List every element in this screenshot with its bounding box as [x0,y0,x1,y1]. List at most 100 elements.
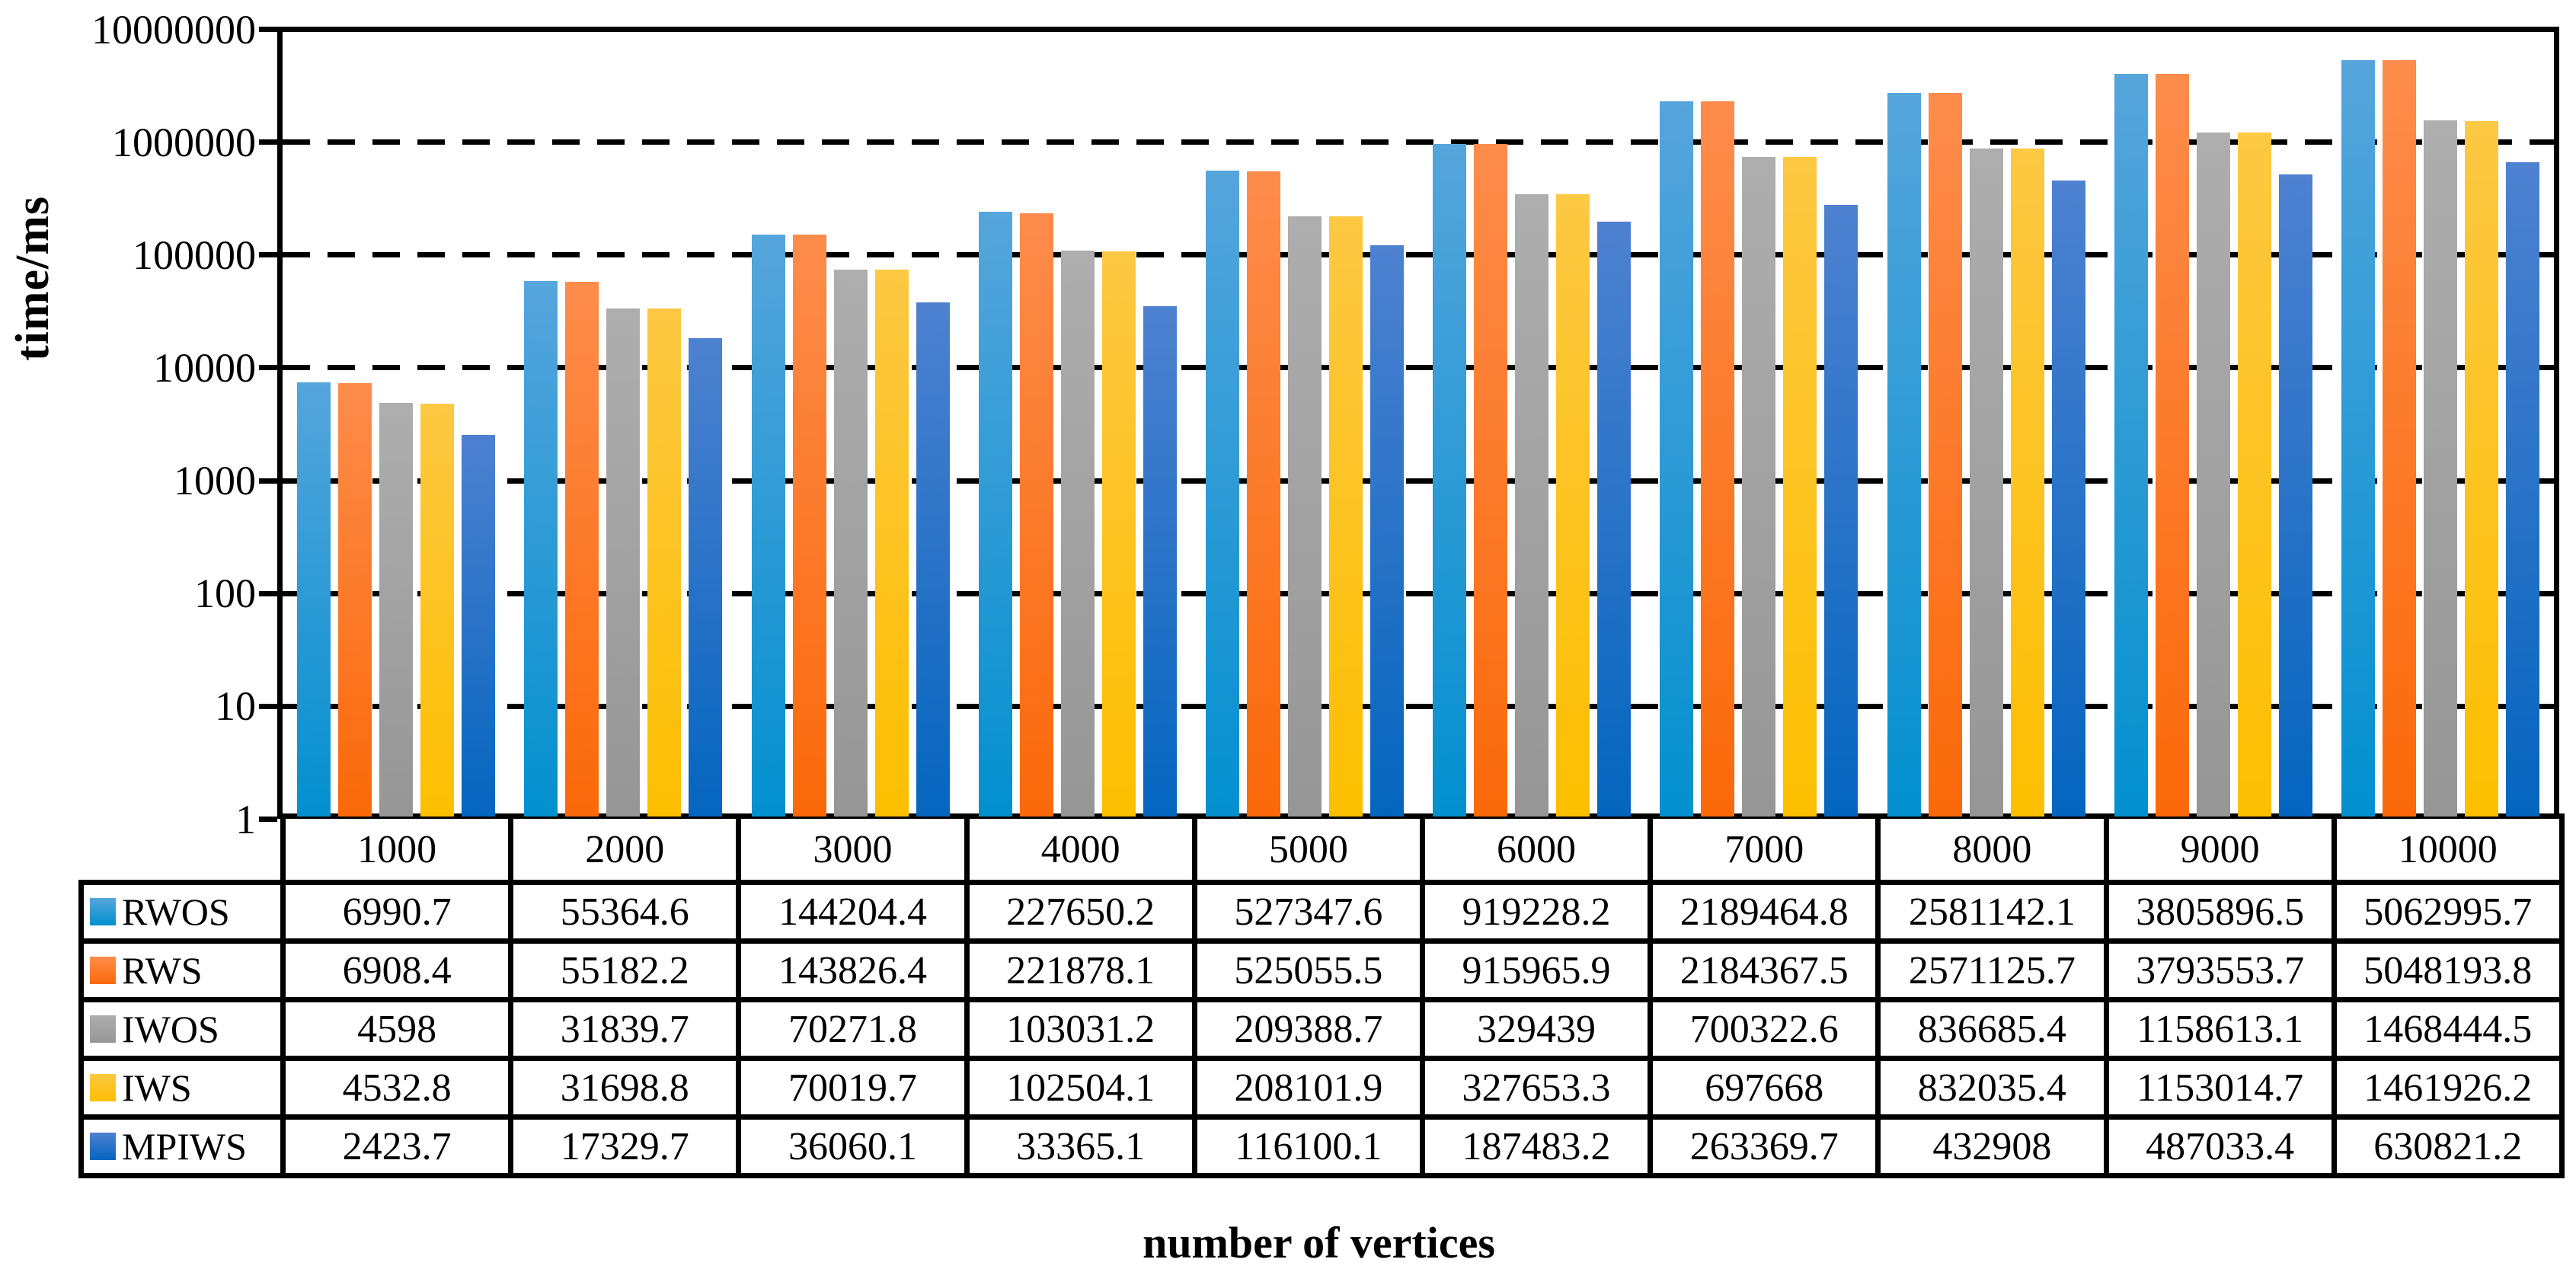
bar-iwos-4000 [1060,251,1095,817]
bar-iwos-2000 [606,308,641,817]
category-cell: 8000 [1875,813,2109,885]
y-axis-tick [259,27,277,32]
bar-rwos-10000 [2341,59,2375,817]
y-axis-tick [259,139,277,145]
value-cell: 5048193.8 [2331,938,2565,1002]
value-cell: 630821.2 [2331,1114,2565,1178]
x-axis-title: number of vertices [1143,1218,1495,1267]
legend-entry: IWS [87,1066,278,1109]
bar-iws-8000 [2010,148,2044,817]
value-cell: 221878.1 [964,938,1197,1002]
value-cell: 187483.2 [1419,1114,1654,1178]
bar-iws-5000 [1328,216,1363,817]
value-cell: 17329.7 [508,1114,742,1178]
bar-rws-1000 [338,383,372,817]
bar-iws-7000 [1783,157,1817,817]
bar-rwos-4000 [978,212,1012,817]
bar-iws-3000 [874,270,909,817]
data-table: 1000 2000 3000 4000 5000 6000 7000 8000 9000 1000… [78,813,2565,1178]
value-cell: 5062995.7 [2331,880,2565,944]
value-cell: 31839.7 [508,997,742,1061]
series-row-rwos: RWOS 6990.7 55364.6 144204.4 227650.2 527347.… [78,880,2565,944]
bar-rwos-7000 [1660,101,1694,817]
value-cell: 697668 [1648,1056,1881,1120]
value-cell: 70019.7 [736,1056,970,1120]
value-cell: 116100.1 [1191,1114,1425,1178]
value-cell: 2189464.8 [1648,880,1881,944]
bar-mpiws-3000 [916,302,950,817]
y-axis-tick [259,365,277,371]
series-name-label: IWOS [122,1008,219,1050]
y-axis-line [277,27,283,819]
gridline [283,365,2554,371]
bar-mpiws-2000 [689,338,723,817]
gridline [283,478,2554,484]
gridline [283,139,2554,145]
value-cell: 327653.3 [1419,1056,1654,1120]
value-cell: 55182.2 [508,938,742,1002]
value-cell: 144204.4 [736,880,970,944]
series-name-label: IWS [122,1066,192,1109]
category-cell: 6000 [1419,813,1654,885]
bar-iws-1000 [420,404,455,817]
value-cell: 55364.6 [508,880,742,944]
bar-iws-4000 [1101,251,1136,817]
plot-top-border [277,27,2559,32]
legend-entry: RWOS [87,893,278,931]
value-cell: 102504.1 [964,1056,1197,1120]
bar-mpiws-1000 [462,434,496,817]
y-tick-label: 10000000 [91,6,256,53]
bar-rwos-6000 [1433,143,1467,817]
value-cell: 700322.6 [1648,997,1881,1061]
category-header-row: 1000 2000 3000 4000 5000 6000 7000 8000 9000 1000… [81,813,2565,885]
value-cell: 36060.1 [736,1114,970,1178]
bar-rws-6000 [1474,143,1508,817]
bar-iwos-9000 [2196,132,2230,817]
series-swatch-icon [90,1133,116,1160]
value-cell: 6908.4 [280,938,514,1002]
bar-iwos-5000 [1287,216,1322,817]
series-swatch-icon [90,1015,116,1043]
gridline [283,590,2554,596]
value-cell: 1158613.1 [2103,997,2337,1061]
plot-area [283,32,2554,817]
value-cell: 2423.7 [280,1114,514,1178]
series-row-iws: IWS 4532.8 31698.8 70019.7 102504.1 208101.9 3… [78,1056,2565,1120]
value-cell: 33365.1 [964,1114,1197,1178]
y-tick-label: 1 [235,796,256,842]
series-swatch-icon [90,1074,116,1101]
series-row-mpiws: MPIWS 2423.7 17329.7 36060.1 33365.1 116100.1… [78,1114,2565,1178]
value-cell: 227650.2 [964,880,1197,944]
bar-iws-10000 [2464,120,2498,817]
y-tick-label: 100 [194,570,256,617]
y-axis-tick [259,703,277,709]
bar-rws-5000 [1246,171,1280,817]
series-name-label: MPIWS [122,1125,247,1168]
bar-mpiws-7000 [1824,204,1858,817]
bar-mpiws-10000 [2505,161,2539,817]
series-row-rws: RWS 6908.4 55182.2 143826.4 221878.1 525055.5… [78,938,2565,1002]
value-cell: 2571125.7 [1875,938,2109,1002]
bar-iwos-6000 [1515,193,1549,817]
value-cell: 832035.4 [1875,1056,2109,1120]
value-cell: 487033.4 [2103,1114,2337,1178]
bar-rws-2000 [565,281,599,817]
category-cell: 2000 [508,813,742,885]
y-tick-label: 10000 [153,344,256,391]
bar-mpiws-5000 [1369,244,1404,817]
bar-iwos-10000 [2423,120,2457,817]
value-cell: 2581142.1 [1875,880,2109,944]
gridline [283,252,2554,258]
category-cell: 10000 [2331,813,2565,885]
bar-rws-4000 [1019,213,1053,817]
category-cell: 7000 [1648,813,1881,885]
category-cell: 9000 [2103,813,2337,885]
value-cell: 103031.2 [964,997,1197,1061]
gridline [283,703,2554,709]
bar-rwos-3000 [751,234,785,817]
y-axis-tick [259,478,277,484]
value-cell: 432908 [1875,1114,2109,1178]
bar-iws-2000 [647,308,682,817]
value-cell: 525055.5 [1191,938,1425,1002]
plot-right-border [2554,27,2559,819]
